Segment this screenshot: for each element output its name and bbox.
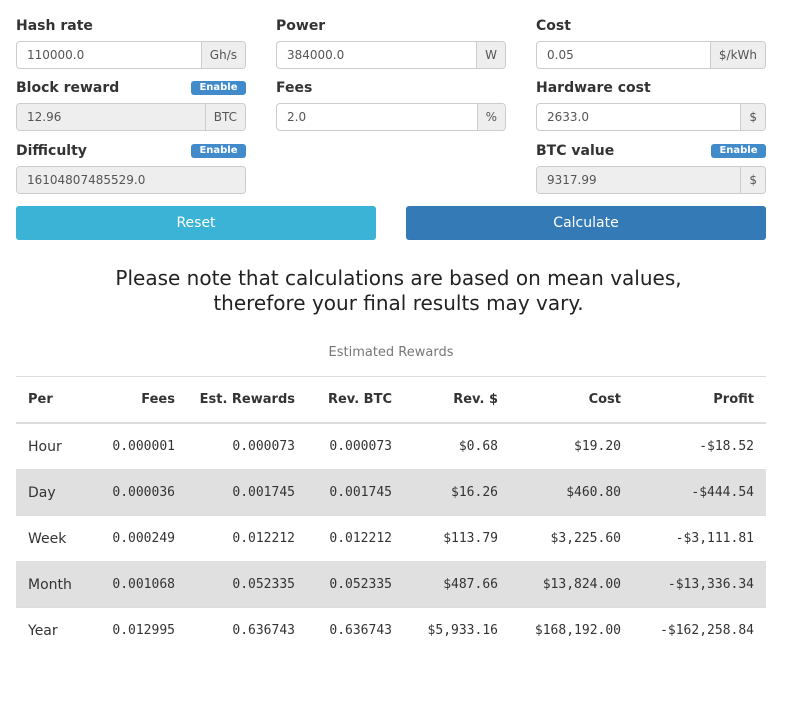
field-label: Hardware cost — [536, 80, 651, 96]
row-border — [16, 469, 766, 470]
row-border — [16, 515, 766, 516]
table-cell: 0.012212 — [232, 531, 295, 546]
table-cell: $0.68 — [458, 439, 498, 454]
column-header: Est. Rewards — [199, 392, 295, 407]
calculate-button[interactable]: Calculate — [406, 206, 766, 240]
input-unit: Gh/s — [200, 42, 245, 68]
field-label: Hash rate — [16, 18, 93, 34]
reset-button[interactable]: Reset — [16, 206, 376, 240]
input-group: 16104807485529.0 — [16, 166, 246, 194]
input-group: 9317.99 $ — [536, 166, 766, 194]
table-cell: -$162,258.84 — [660, 623, 754, 638]
row-border — [16, 561, 766, 562]
enable-badge[interactable]: Enable — [191, 144, 246, 158]
table-cell: 0.001068 — [112, 577, 175, 592]
table-cell: $487.66 — [443, 577, 498, 592]
field-label: Difficulty — [16, 143, 87, 159]
table-cell: $13,824.00 — [542, 577, 621, 592]
enable-badge[interactable]: Enable — [711, 144, 766, 158]
table-cell: $3,225.60 — [550, 531, 621, 546]
column-header: Per — [28, 392, 53, 407]
table-caption: Estimated Rewards — [328, 345, 454, 360]
table-cell: Week — [28, 531, 67, 547]
table-cell: -$13,336.34 — [667, 577, 754, 592]
table-cell: Day — [28, 485, 56, 501]
field-label: Block reward — [16, 80, 120, 96]
row-stripe — [16, 470, 766, 515]
table-cell: 0.001745 — [232, 485, 295, 500]
row-border — [16, 607, 766, 608]
table-cell: Month — [28, 577, 72, 593]
column-header: Rev. BTC — [327, 392, 392, 407]
input-unit: $/kWh — [709, 42, 765, 68]
input-value: 2633.0 — [547, 110, 589, 124]
table-cell: $19.20 — [574, 439, 621, 454]
field-label: Power — [276, 18, 326, 34]
note-line: Please note that calculations are based … — [115, 266, 682, 290]
input-group[interactable]: 384000.0 W — [276, 41, 506, 69]
input-value: 384000.0 — [287, 48, 345, 62]
field-label: BTC value — [536, 143, 615, 159]
input-unit: $ — [740, 167, 765, 193]
table-cell: Hour — [28, 439, 62, 455]
column-header: Fees — [141, 392, 175, 407]
table-cell: 0.001745 — [329, 485, 392, 500]
table-cell: 0.000073 — [232, 439, 295, 454]
table-cell: 0.000036 — [112, 485, 175, 500]
column-header: Cost — [588, 392, 621, 407]
input-value: 0.05 — [547, 48, 574, 62]
table-cell: 0.012212 — [329, 531, 392, 546]
table-cell: $168,192.00 — [534, 623, 621, 638]
table-cell: 0.000001 — [112, 439, 175, 454]
table-cell: $113.79 — [443, 531, 498, 546]
table-cell: 0.012995 — [112, 623, 175, 638]
input-group[interactable]: 2.0% — [276, 103, 506, 131]
table-cell: -$3,111.81 — [675, 531, 754, 546]
input-unit: W — [476, 42, 505, 68]
input-value: 2.0 — [287, 110, 307, 124]
table-cell: -$18.52 — [699, 439, 754, 454]
input-unit: BTC — [204, 104, 245, 130]
input-value: 110000.0 — [27, 48, 85, 62]
table-cell: 0.000073 — [329, 439, 392, 454]
table-cell: -$444.54 — [691, 485, 754, 500]
input-value: 9317.99 — [537, 167, 741, 193]
input-unit: % — [476, 104, 505, 130]
table-cell: 0.636743 — [232, 623, 295, 638]
table-cell: 0.000249 — [112, 531, 175, 546]
enable-badge[interactable]: Enable — [191, 81, 246, 95]
table-cell: $16.26 — [451, 485, 498, 500]
table-header-border — [16, 422, 766, 424]
column-header: Rev. $ — [453, 392, 498, 407]
field-label: Cost — [536, 18, 571, 34]
input-unit: $ — [740, 104, 765, 130]
table-border — [16, 376, 766, 377]
table-cell: 0.052335 — [232, 577, 295, 592]
table-cell: Year — [28, 623, 58, 639]
input-group[interactable]: 2633.0 $ — [536, 103, 766, 131]
row-stripe — [16, 562, 766, 607]
table-cell: 0.636743 — [329, 623, 392, 638]
input-group[interactable]: 110000.0 Gh/s — [16, 41, 246, 69]
note-line: therefore your final results may vary. — [213, 291, 584, 315]
input-group[interactable]: 0.05 $/kWh — [536, 41, 766, 69]
input-group: 12.96 BTC — [16, 103, 246, 131]
input-value: 12.96 — [17, 104, 205, 130]
table-cell: 0.052335 — [329, 577, 392, 592]
table-cell: $460.80 — [566, 485, 621, 500]
table-cell: $5,933.16 — [427, 623, 498, 638]
input-value: 16104807485529.0 — [17, 167, 245, 193]
column-header: Profit — [713, 392, 754, 407]
field-label: Fees — [276, 80, 313, 96]
